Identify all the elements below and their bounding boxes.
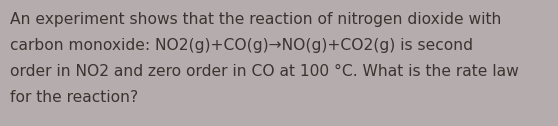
Text: order in NO2 and zero order in CO at 100 °C. What is the rate law: order in NO2 and zero order in CO at 100… xyxy=(10,64,519,79)
Text: for the reaction?: for the reaction? xyxy=(10,90,138,105)
Text: An experiment shows that the reaction of nitrogen dioxide with: An experiment shows that the reaction of… xyxy=(10,12,502,27)
Text: carbon monoxide: NO2(g)+CO(g)→NO(g)+CO2(g) is second: carbon monoxide: NO2(g)+CO(g)→NO(g)+CO2(… xyxy=(10,38,473,53)
